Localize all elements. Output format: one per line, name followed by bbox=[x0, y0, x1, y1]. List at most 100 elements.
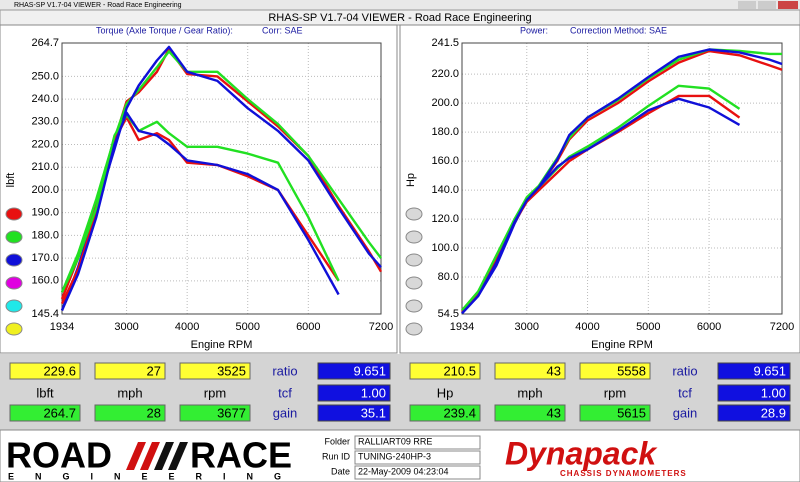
y-tick-label: 180.0 bbox=[31, 229, 59, 241]
chart-title: Torque (Axle Torque / Gear Ratio): bbox=[96, 25, 233, 35]
series-toggle[interactable] bbox=[5, 230, 23, 244]
series-toggle[interactable] bbox=[405, 207, 423, 221]
chart-subtitle: Corr: SAE bbox=[262, 25, 303, 35]
window-bar bbox=[0, 0, 800, 10]
readout-value: 35.1 bbox=[361, 405, 386, 420]
field-label: Folder bbox=[324, 436, 350, 446]
current-value-box bbox=[579, 362, 651, 380]
chart-title: Power: bbox=[520, 25, 548, 35]
field-value: TUNING-240HP-3 bbox=[358, 451, 431, 461]
x-tick-label: 4000 bbox=[575, 321, 599, 333]
peak-value-box bbox=[179, 404, 251, 422]
readout-value: 229.6 bbox=[43, 363, 76, 378]
minimize-button[interactable] bbox=[738, 1, 756, 9]
field-label: Run ID bbox=[322, 451, 351, 461]
series-toggle[interactable] bbox=[405, 322, 423, 336]
y-tick-label: 240.0 bbox=[31, 93, 59, 105]
x-tick-label: 5000 bbox=[235, 321, 259, 333]
current-value-box bbox=[409, 362, 481, 380]
readout-value: 210.5 bbox=[443, 363, 476, 378]
current-value-box bbox=[94, 362, 166, 380]
readout-box bbox=[317, 362, 391, 380]
y-tick-label: 230.0 bbox=[31, 116, 59, 128]
close-button[interactable] bbox=[778, 1, 798, 9]
readout-value: 9.651 bbox=[353, 363, 386, 378]
series-toggle[interactable] bbox=[405, 230, 423, 244]
series-toggle[interactable] bbox=[405, 253, 423, 267]
y-tick-label: 220.0 bbox=[431, 68, 459, 80]
series-line bbox=[461, 97, 741, 315]
x-tick-label: 6000 bbox=[296, 321, 320, 333]
chart-subtitle: Correction Method: SAE bbox=[570, 25, 667, 35]
readout-label: gain bbox=[673, 405, 698, 420]
readout-label: ratio bbox=[672, 363, 697, 378]
readout-value: 9.651 bbox=[753, 363, 786, 378]
field-box bbox=[354, 450, 481, 465]
readout-value: 1.00 bbox=[761, 385, 786, 400]
readout-value: 27 bbox=[147, 363, 161, 378]
series-toggle[interactable] bbox=[5, 207, 23, 221]
brand-subtitle: CHASSIS DYNAMOMETERS bbox=[560, 469, 687, 478]
y-axis-label: Hp bbox=[405, 173, 417, 187]
plot-frame bbox=[61, 42, 382, 315]
logo-text: ROAD bbox=[6, 435, 112, 476]
x-tick-label: 1934 bbox=[450, 321, 474, 333]
x-tick-label: 7200 bbox=[770, 321, 794, 333]
x-tick-label: 7200 bbox=[369, 321, 393, 333]
unit-label: rpm bbox=[604, 385, 626, 400]
readout-value: 239.4 bbox=[443, 405, 476, 420]
unit-label: mph bbox=[117, 385, 142, 400]
y-tick-label: 250.0 bbox=[31, 70, 59, 82]
peak-value-box bbox=[94, 404, 166, 422]
series-toggle[interactable] bbox=[5, 322, 23, 336]
y-tick-label: 160.0 bbox=[431, 155, 459, 167]
readout-box bbox=[317, 404, 391, 422]
series-toggle[interactable] bbox=[405, 276, 423, 290]
readout-value: 28 bbox=[147, 405, 161, 420]
peak-value-box bbox=[579, 404, 651, 422]
readout-label: tcf bbox=[278, 385, 292, 400]
brand-logo: Dynapack bbox=[505, 435, 658, 471]
x-tick-label: 3000 bbox=[515, 321, 539, 333]
y-tick-label: 200.0 bbox=[431, 97, 459, 109]
series-line bbox=[60, 111, 340, 311]
logo-subtitle: ENGINEERING bbox=[8, 471, 302, 481]
series-toggle[interactable] bbox=[5, 299, 23, 313]
x-tick-label: 6000 bbox=[697, 321, 721, 333]
x-tick-label: 5000 bbox=[636, 321, 660, 333]
x-tick-label: 3000 bbox=[114, 321, 138, 333]
field-value: RALLIART09 RRE bbox=[358, 436, 432, 446]
series-toggle[interactable] bbox=[5, 276, 23, 290]
readout-value: 28.9 bbox=[761, 405, 786, 420]
readout-value: 3525 bbox=[217, 363, 246, 378]
plot-frame bbox=[461, 42, 783, 315]
y-tick-label: 200.0 bbox=[31, 184, 59, 196]
caption: RHAS-SP V1.7-04 VIEWER - Road Race Engin… bbox=[268, 12, 531, 24]
maximize-button[interactable] bbox=[758, 1, 776, 9]
y-tick-label: 180.0 bbox=[431, 126, 459, 138]
series-toggle[interactable] bbox=[405, 299, 423, 313]
readout-value: 3677 bbox=[217, 405, 246, 420]
y-axis-label: lbft bbox=[5, 173, 17, 188]
chart-panel bbox=[399, 24, 800, 354]
current-value-box bbox=[9, 362, 81, 380]
y-tick-label: 100.0 bbox=[431, 242, 459, 254]
x-axis-label: Engine RPM bbox=[591, 339, 653, 351]
readout-value: 5558 bbox=[617, 363, 646, 378]
readout-label: tcf bbox=[678, 385, 692, 400]
readout-value: 1.00 bbox=[361, 385, 386, 400]
readout-value: 264.7 bbox=[43, 405, 76, 420]
y-tick-label: 160.0 bbox=[31, 275, 59, 287]
field-box bbox=[354, 465, 481, 480]
y-tick-label: 190.0 bbox=[31, 207, 59, 219]
y-tick-label: 54.5 bbox=[438, 308, 459, 320]
series-toggle[interactable] bbox=[5, 253, 23, 267]
y-tick-label: 145.4 bbox=[31, 308, 59, 320]
logo-slashes bbox=[126, 442, 188, 470]
unit-label: mph bbox=[517, 385, 542, 400]
x-tick-label: 1934 bbox=[50, 321, 74, 333]
unit-label: lbft bbox=[36, 385, 54, 400]
readout-label: ratio bbox=[272, 363, 297, 378]
